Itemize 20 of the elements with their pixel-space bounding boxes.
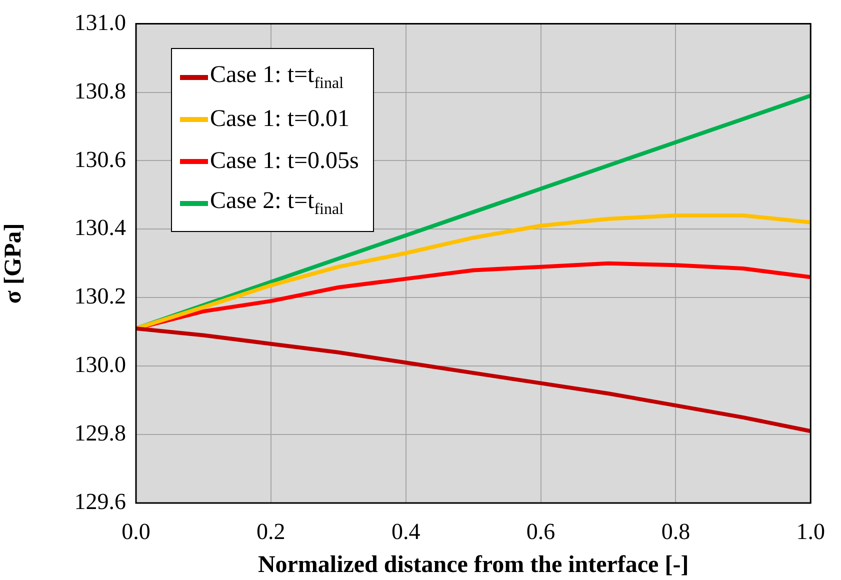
y-tick-label: 129.6 [74,489,126,514]
y-axis-title: σ [GPa] [0,223,27,304]
y-tick-label: 130.4 [74,215,126,240]
x-tick-label: 0.8 [661,518,690,544]
x-axis-title: Normalized distance from the interface [-] [258,552,689,578]
y-tick-label: 130.2 [74,284,126,309]
x-tick-label: 0.4 [391,518,421,544]
x-tick-label: 1.0 [796,518,825,544]
y-tick-label: 130.6 [74,146,126,172]
y-tick-label: 130.0 [74,352,126,378]
y-tick-label: 130.8 [74,78,126,104]
x-tick-label: 0.2 [256,518,286,544]
legend-label: Case 1: t=0.05s [210,148,359,176]
x-tick-label: 0.0 [122,518,150,544]
legend-label: Case 1: t=0.01 [210,106,350,134]
y-tick-label: 131.0 [74,10,126,35]
legend-label: Case 1: t=t$_{final}$ [210,62,344,94]
x-tick-label: 0.6 [526,518,556,544]
legend-label: Case 2: t=t$_{final}$ [210,188,344,220]
y-tick-label: 129.8 [74,420,126,446]
